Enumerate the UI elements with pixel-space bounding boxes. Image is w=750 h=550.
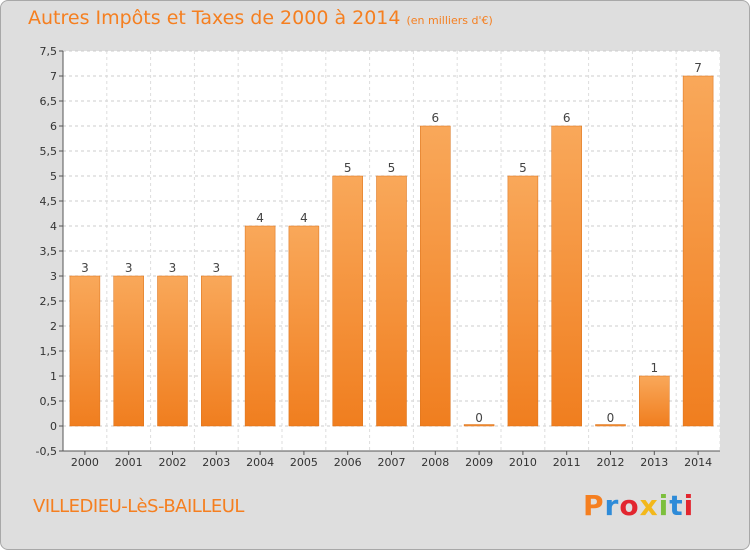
x-tick-label-2009: 2009: [465, 456, 493, 469]
brand-letter: i: [683, 489, 695, 522]
chart-title-line: Autres Impôts et Taxes de 2000 à 2014 (en…: [28, 7, 493, 29]
data-label-2009: 0: [475, 411, 483, 425]
y-tick-label: 2,5: [40, 295, 58, 308]
data-label-2011: 6: [563, 111, 571, 125]
bar-2002: [157, 275, 188, 427]
bar-2013: [639, 375, 670, 427]
x-tick-label-2000: 2000: [71, 456, 99, 469]
data-label-2010: 5: [519, 161, 527, 175]
chart-title: Autres Impôts et Taxes de 2000 à 2014: [28, 7, 401, 29]
bar-2009: [463, 424, 495, 427]
x-tick-label-2001: 2001: [115, 456, 143, 469]
bar-2004: [244, 225, 276, 427]
y-tick-label: 4: [50, 220, 57, 233]
brand-letter: r: [604, 489, 620, 522]
y-tick-label: 1,5: [40, 345, 58, 358]
y-tick-label: 3: [50, 270, 57, 283]
data-label-2007: 5: [388, 161, 396, 175]
x-tick-label-2002: 2002: [159, 456, 187, 469]
data-label-2000: 3: [81, 261, 89, 275]
y-tick-label: 0: [50, 420, 57, 433]
bar-2000: [69, 275, 101, 427]
bar-2006: [332, 175, 363, 427]
bar-2008: [420, 125, 451, 427]
bar-2012: [595, 424, 626, 427]
y-tick-label: 2: [50, 320, 57, 333]
y-tick-label: 1: [50, 370, 57, 383]
axes: -0,5 0 0,5 1 1,5 2 2,5 3 3,5 4 4,5 5 5,5 6 6,5 7 7,5 2000…: [36, 45, 720, 469]
y-tick-label: 3,5: [40, 245, 58, 258]
bar-2003: [201, 275, 232, 427]
brand-letter: t: [669, 489, 684, 522]
y-tick-label: 5,5: [40, 145, 58, 158]
data-label-2003: 3: [212, 261, 220, 275]
data-label-2002: 3: [169, 261, 177, 275]
bars: [69, 75, 714, 427]
y-tick-label: 6,5: [40, 95, 58, 108]
y-tick-label: -0,5: [36, 445, 57, 458]
brand-letter: o: [619, 489, 640, 522]
y-tick-label: 7: [50, 70, 57, 83]
bar-2014: [682, 75, 714, 427]
data-label-2006: 5: [344, 161, 352, 175]
bar-2011: [551, 125, 582, 427]
commune-name: VILLEDIEU-LèS-BAILLEUL: [33, 496, 244, 517]
bar-2001: [113, 275, 144, 427]
brand-letter: P: [583, 489, 605, 522]
bar-2007: [376, 175, 407, 427]
x-tick-label-2010: 2010: [509, 456, 537, 469]
brand-letter: x: [639, 489, 659, 522]
x-tick-label-2003: 2003: [202, 456, 230, 469]
brand-logo: Proxiti: [583, 489, 694, 522]
y-tick-label: 4,5: [40, 195, 58, 208]
x-tick-label-2006: 2006: [334, 456, 362, 469]
data-label-2013: 1: [650, 361, 658, 375]
x-tick-label-2011: 2011: [553, 456, 581, 469]
data-label-2004: 4: [256, 211, 264, 225]
y-tick-label: 7,5: [40, 45, 58, 58]
data-labels: 3 3 3 3 4 4 5 5 6 0 5 6 0 1 7: [81, 61, 702, 425]
x-tick-label-2008: 2008: [421, 456, 449, 469]
x-tick-label-2007: 2007: [378, 456, 406, 469]
y-tick-label: 0,5: [40, 395, 58, 408]
brand-letter: i: [658, 489, 670, 522]
data-label-2012: 0: [607, 411, 615, 425]
x-tick-label-2014: 2014: [684, 456, 712, 469]
x-tick-label-2013: 2013: [640, 456, 668, 469]
x-tick-label-2012: 2012: [597, 456, 625, 469]
bar-2005: [288, 225, 320, 427]
bar-2010: [507, 175, 539, 427]
data-label-2005: 4: [300, 211, 308, 225]
y-tick-label: 5: [50, 170, 57, 183]
data-label-2001: 3: [125, 261, 133, 275]
y-tick-label: 6: [50, 120, 57, 133]
chart-subtitle: (en milliers d'€): [406, 14, 493, 27]
data-label-2014: 7: [694, 61, 702, 75]
x-tick-label-2004: 2004: [246, 456, 274, 469]
x-tick-label-2005: 2005: [290, 456, 318, 469]
data-label-2008: 6: [431, 111, 439, 125]
